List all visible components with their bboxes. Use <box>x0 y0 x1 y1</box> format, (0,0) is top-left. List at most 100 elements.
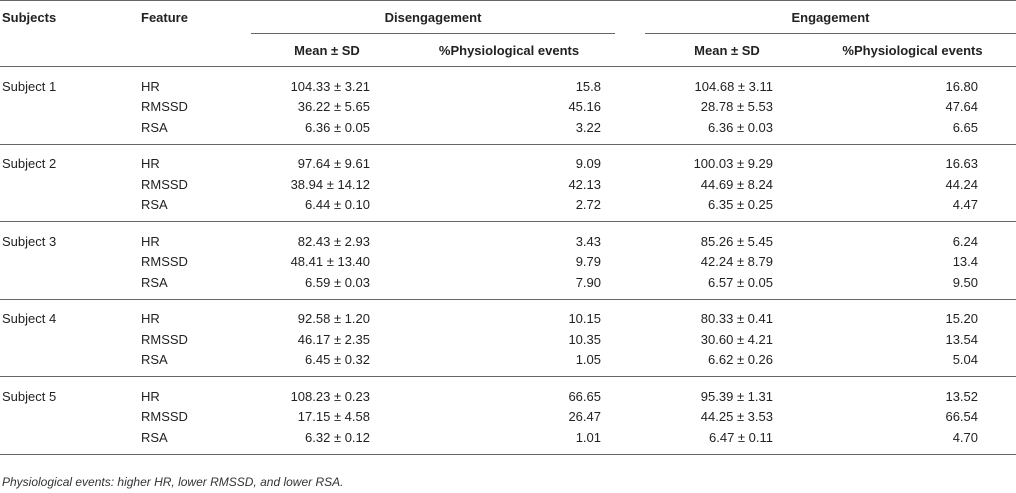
header-disengagement: Disengagement <box>251 0 615 34</box>
table-row: Subject 4 HR 92.58 ± 1.20 10.15 80.33 ± 0.41… <box>0 299 1016 329</box>
engagement-mean-cell: 30.60 ± 4.21 <box>700 331 773 347</box>
header-eng-pct-events: %Physiological events <box>809 33 1016 67</box>
subject-cell <box>0 117 139 145</box>
subject-cell <box>0 427 139 455</box>
engagement-pct-cell: 16.80 <box>945 78 979 94</box>
disengagement-mean-cell: 6.32 ± 0.12 <box>251 427 403 455</box>
feature-cell: RMSSD <box>141 99 188 115</box>
engagement-mean-cell: 85.26 ± 5.45 <box>700 233 773 249</box>
feature-cell: RSA <box>139 427 251 455</box>
disengagement-mean-cell: 6.45 ± 0.32 <box>251 349 403 377</box>
subject-cell <box>0 97 139 118</box>
engagement-pct-cell: 6.24 <box>952 233 979 249</box>
feature-cell: RMSSD <box>141 176 188 192</box>
gap-cell <box>615 407 645 428</box>
engagement-mean-cell: 6.35 ± 0.25 <box>645 194 809 222</box>
header-row-top: Subjects Feature Disengagement Engagemen… <box>0 0 1016 34</box>
engagement-pct-cell: 13.52 <box>945 388 979 404</box>
disengagement-mean-cell: 17.15 ± 4.58 <box>297 409 370 425</box>
feature-cell: HR <box>141 388 160 404</box>
feature-cell: RSA <box>139 272 251 300</box>
table-row: Subject 2 HR 97.64 ± 9.61 9.09 100.03 ± 9.29… <box>0 144 1016 174</box>
engagement-pct-cell: 66.54 <box>945 409 979 425</box>
table-row: Subject 3 HR 82.43 ± 2.93 3.43 85.26 ± 5.45 6… <box>0 222 1016 252</box>
table-footnote: Physiological events: higher HR, lower R… <box>2 475 344 489</box>
engagement-mean-cell: 6.57 ± 0.05 <box>645 272 809 300</box>
gap-cell <box>615 427 645 455</box>
disengagement-pct-cell: 1.01 <box>403 427 615 455</box>
engagement-mean-cell: 100.03 ± 9.29 <box>693 156 773 172</box>
engagement-pct-cell: 9.50 <box>809 272 1016 300</box>
engagement-mean-cell: 6.47 ± 0.11 <box>645 427 809 455</box>
disengagement-mean-cell: 104.33 ± 3.21 <box>290 78 370 94</box>
engagement-pct-cell: 4.70 <box>809 427 1016 455</box>
table-row: Subject 1 HR 104.33 ± 3.21 15.8 104.68 ± 3.1… <box>0 67 1016 97</box>
disengagement-pct-cell: 1.05 <box>403 349 615 377</box>
gap-cell <box>615 349 645 377</box>
header-row-sub: Mean ± SD %Physiological events Mean ± S… <box>0 33 1016 67</box>
feature-cell: RMSSD <box>141 331 188 347</box>
data-table-container: Subjects Feature Disengagement Engagemen… <box>0 0 1016 455</box>
engagement-pct-cell: 4.47 <box>809 194 1016 222</box>
gap-cell <box>615 97 645 118</box>
header-dis-mean-sd: Mean ± SD <box>251 33 403 67</box>
table-row: RMSSD 36.22 ± 5.65 45.16 28.78 ± 5.53 47.64 <box>0 97 1016 118</box>
engagement-mean-cell: 42.24 ± 8.79 <box>700 254 773 270</box>
engagement-mean-cell: 104.68 ± 3.11 <box>694 78 773 94</box>
engagement-pct-cell: 13.4 <box>952 254 979 270</box>
disengagement-pct-cell: 7.90 <box>403 272 615 300</box>
feature-cell: RMSSD <box>141 254 188 270</box>
disengagement-mean-cell: 108.23 ± 0.23 <box>290 388 370 404</box>
feature-cell: HR <box>141 311 160 327</box>
header-blank-feature <box>139 33 251 67</box>
gap-cell <box>615 144 645 174</box>
disengagement-mean-cell: 48.41 ± 13.40 <box>290 254 370 270</box>
disengagement-pct-cell: 26.47 <box>568 409 601 425</box>
disengagement-pct-cell: 9.79 <box>575 254 601 270</box>
subject-cell <box>0 252 139 273</box>
header-feature: Feature <box>139 0 251 34</box>
subject-cell: Subject 5 <box>2 388 57 404</box>
header-gap-sub <box>615 33 645 67</box>
disengagement-pct-cell: 3.43 <box>575 233 601 249</box>
disengagement-pct-cell: 3.22 <box>403 117 615 145</box>
subject-cell <box>0 407 139 428</box>
table-row: RSA 6.32 ± 0.12 1.01 6.47 ± 0.11 4.70 <box>0 427 1016 455</box>
subject-cell <box>0 329 139 350</box>
table-body: Subject 1 HR 104.33 ± 3.21 15.8 104.68 ± 3.1… <box>0 67 1016 455</box>
gap-cell <box>615 67 645 97</box>
engagement-pct-cell: 16.63 <box>945 156 979 172</box>
disengagement-pct-cell: 42.13 <box>568 176 601 192</box>
disengagement-mean-cell: 6.59 ± 0.03 <box>251 272 403 300</box>
feature-cell: RSA <box>139 117 251 145</box>
disengagement-mean-cell: 6.44 ± 0.10 <box>251 194 403 222</box>
disengagement-mean-cell: 38.94 ± 14.12 <box>290 176 370 192</box>
disengagement-mean-cell: 97.64 ± 9.61 <box>297 156 370 172</box>
engagement-mean-cell: 44.69 ± 8.24 <box>700 176 773 192</box>
table-row: RSA 6.36 ± 0.05 3.22 6.36 ± 0.03 6.65 <box>0 117 1016 145</box>
table-row: RMSSD 48.41 ± 13.40 9.79 42.24 ± 8.79 13.4 <box>0 252 1016 273</box>
disengagement-pct-cell: 45.16 <box>568 99 601 115</box>
engagement-mean-cell: 95.39 ± 1.31 <box>700 388 773 404</box>
disengagement-mean-cell: 46.17 ± 2.35 <box>297 331 370 347</box>
engagement-mean-cell: 6.36 ± 0.03 <box>645 117 809 145</box>
engagement-mean-cell: 28.78 ± 5.53 <box>700 99 773 115</box>
header-gap <box>615 0 645 34</box>
table-row: RMSSD 17.15 ± 4.58 26.47 44.25 ± 3.53 66.54 <box>0 407 1016 428</box>
engagement-mean-cell: 44.25 ± 3.53 <box>700 409 773 425</box>
gap-cell <box>615 377 645 407</box>
subject-cell: Subject 4 <box>2 311 57 327</box>
gap-cell <box>615 194 645 222</box>
subject-cell: Subject 2 <box>2 156 57 172</box>
table-row: RMSSD 38.94 ± 14.12 42.13 44.69 ± 8.24 44.24 <box>0 174 1016 195</box>
gap-cell <box>615 299 645 329</box>
disengagement-mean-cell: 92.58 ± 1.20 <box>297 311 370 327</box>
feature-cell: RMSSD <box>141 409 188 425</box>
disengagement-mean-cell: 36.22 ± 5.65 <box>297 99 370 115</box>
disengagement-mean-cell: 82.43 ± 2.93 <box>297 233 370 249</box>
gap-cell <box>615 117 645 145</box>
feature-cell: HR <box>141 156 160 172</box>
table-row: RSA 6.44 ± 0.10 2.72 6.35 ± 0.25 4.47 <box>0 194 1016 222</box>
disengagement-pct-cell: 2.72 <box>403 194 615 222</box>
table-row: Subject 5 HR 108.23 ± 0.23 66.65 95.39 ± 1.3… <box>0 377 1016 407</box>
